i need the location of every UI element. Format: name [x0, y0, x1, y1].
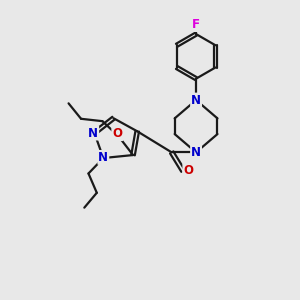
Text: N: N: [191, 94, 201, 106]
Text: N: N: [191, 146, 201, 159]
Text: O: O: [183, 164, 193, 177]
Text: O: O: [112, 127, 122, 140]
Text: N: N: [88, 127, 98, 140]
Text: N: N: [98, 151, 108, 164]
Text: F: F: [192, 18, 200, 31]
